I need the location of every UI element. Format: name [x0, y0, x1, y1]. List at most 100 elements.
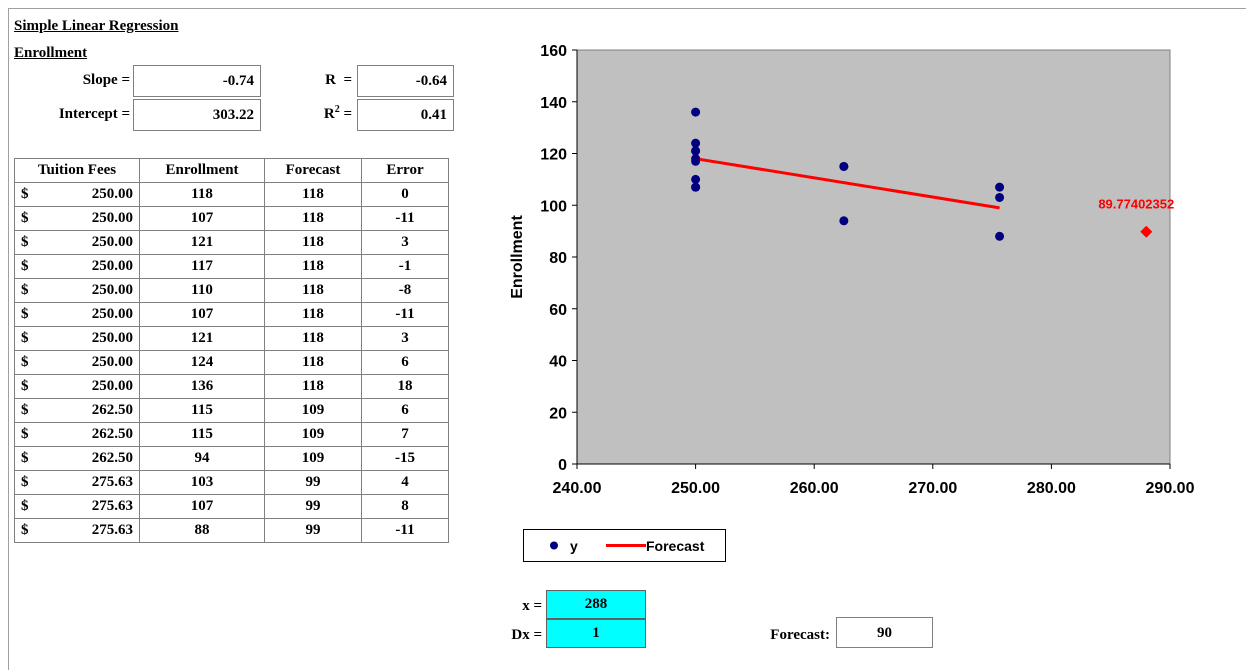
table-row: $262.50 94 109 -15: [14, 446, 449, 471]
x-label: x =: [522, 598, 542, 614]
cell-tuition-fee[interactable]: 275.63: [43, 494, 140, 519]
cell-currency[interactable]: $: [14, 494, 43, 519]
cell-error[interactable]: -1: [361, 254, 449, 279]
cell-enrollment[interactable]: 88: [139, 518, 265, 543]
cell-error[interactable]: 6: [361, 350, 449, 375]
cell-forecast[interactable]: 118: [264, 326, 362, 351]
cell-error[interactable]: -11: [361, 518, 449, 543]
cell-currency[interactable]: $: [14, 422, 43, 447]
cell-error[interactable]: 8: [361, 494, 449, 519]
cell-error[interactable]: 3: [361, 230, 449, 255]
cell-error[interactable]: 3: [361, 326, 449, 351]
cell-forecast[interactable]: 109: [264, 422, 362, 447]
cell-enrollment[interactable]: 107: [139, 206, 265, 231]
cell-error[interactable]: -11: [361, 206, 449, 231]
cell-tuition-fee[interactable]: 250.00: [43, 254, 140, 279]
cell-enrollment[interactable]: 121: [139, 326, 265, 351]
forecast-line: [695, 157, 1000, 210]
cell-currency[interactable]: $: [14, 326, 43, 351]
intercept-value[interactable]: 303.22: [133, 99, 261, 131]
cell-currency[interactable]: $: [14, 374, 43, 399]
cell-enrollment[interactable]: 136: [139, 374, 265, 399]
cell-forecast[interactable]: 99: [264, 470, 362, 495]
cell-enrollment[interactable]: 115: [139, 422, 265, 447]
r2-label: R2 =: [323, 104, 352, 122]
legend-y-label: y: [570, 538, 578, 554]
cell-enrollment[interactable]: 118: [139, 182, 265, 207]
cell-forecast[interactable]: 99: [264, 494, 362, 519]
cell-tuition-fee[interactable]: 250.00: [43, 374, 140, 399]
cell-forecast[interactable]: 109: [264, 446, 362, 471]
r-value[interactable]: -0.64: [357, 65, 454, 97]
cell-tuition-fee[interactable]: 250.00: [43, 326, 140, 351]
cell-currency[interactable]: $: [14, 398, 43, 423]
cell-enrollment[interactable]: 107: [139, 494, 265, 519]
cell-enrollment[interactable]: 121: [139, 230, 265, 255]
r-label: R =: [325, 72, 352, 88]
table-row: $250.00 118 118 0: [14, 182, 449, 207]
data-table: Tuition Fees Enrollment Forecast Error $…: [14, 158, 449, 543]
cell-forecast[interactable]: 99: [264, 518, 362, 543]
cell-error[interactable]: -11: [361, 302, 449, 327]
cell-tuition-fee[interactable]: 262.50: [43, 446, 140, 471]
cell-currency[interactable]: $: [14, 230, 43, 255]
col-tuition-fees: Tuition Fees: [14, 158, 140, 183]
y-tick-label: 40: [549, 354, 567, 371]
cell-forecast[interactable]: 118: [264, 350, 362, 375]
cell-currency[interactable]: $: [14, 350, 43, 375]
col-enrollment: Enrollment: [139, 158, 265, 183]
cell-tuition-fee[interactable]: 250.00: [43, 302, 140, 327]
forecast-value[interactable]: 90: [836, 617, 933, 648]
cell-enrollment[interactable]: 94: [139, 446, 265, 471]
slope-value[interactable]: -0.74: [133, 65, 261, 97]
cell-forecast[interactable]: 118: [264, 302, 362, 327]
cell-forecast[interactable]: 118: [264, 254, 362, 279]
cell-enrollment[interactable]: 107: [139, 302, 265, 327]
x-input[interactable]: 288: [546, 590, 646, 619]
cell-forecast[interactable]: 118: [264, 230, 362, 255]
cell-forecast[interactable]: 118: [264, 206, 362, 231]
cell-tuition-fee[interactable]: 262.50: [43, 422, 140, 447]
cell-currency[interactable]: $: [14, 206, 43, 231]
cell-currency[interactable]: $: [14, 182, 43, 207]
cell-currency[interactable]: $: [14, 278, 43, 303]
cell-error[interactable]: -8: [361, 278, 449, 303]
cell-tuition-fee[interactable]: 250.00: [43, 230, 140, 255]
cell-tuition-fee[interactable]: 250.00: [43, 206, 140, 231]
cell-enrollment[interactable]: 117: [139, 254, 265, 279]
cell-error[interactable]: -15: [361, 446, 449, 471]
cell-currency[interactable]: $: [14, 254, 43, 279]
col-error: Error: [361, 158, 449, 183]
cell-tuition-fee[interactable]: 250.00: [43, 278, 140, 303]
cell-tuition-fee[interactable]: 262.50: [43, 398, 140, 423]
cell-error[interactable]: 4: [361, 470, 449, 495]
cell-currency[interactable]: $: [14, 446, 43, 471]
cell-forecast[interactable]: 109: [264, 398, 362, 423]
cell-forecast[interactable]: 118: [264, 374, 362, 399]
table-row: $262.50 115 109 7: [14, 422, 449, 447]
cell-error[interactable]: 6: [361, 398, 449, 423]
r2-value[interactable]: 0.41: [357, 99, 454, 131]
table-row: $250.00 121 118 3: [14, 230, 449, 255]
cell-error[interactable]: 7: [361, 422, 449, 447]
cell-currency[interactable]: $: [14, 302, 43, 327]
data-point: [995, 231, 1005, 241]
cell-error[interactable]: 0: [361, 182, 449, 207]
cell-enrollment[interactable]: 115: [139, 398, 265, 423]
cell-forecast[interactable]: 118: [264, 278, 362, 303]
cell-tuition-fee[interactable]: 250.00: [43, 182, 140, 207]
cell-tuition-fee[interactable]: 275.63: [43, 518, 140, 543]
cell-tuition-fee[interactable]: 250.00: [43, 350, 140, 375]
cell-enrollment[interactable]: 110: [139, 278, 265, 303]
cell-enrollment[interactable]: 103: [139, 470, 265, 495]
cell-enrollment[interactable]: 124: [139, 350, 265, 375]
y-tick-label: 20: [549, 405, 567, 422]
cell-currency[interactable]: $: [14, 518, 43, 543]
cell-forecast[interactable]: 118: [264, 182, 362, 207]
dx-input[interactable]: 1: [546, 619, 646, 648]
cell-tuition-fee[interactable]: 275.63: [43, 470, 140, 495]
data-point: [995, 182, 1005, 192]
data-point: [839, 161, 849, 171]
cell-currency[interactable]: $: [14, 470, 43, 495]
cell-error[interactable]: 18: [361, 374, 449, 399]
